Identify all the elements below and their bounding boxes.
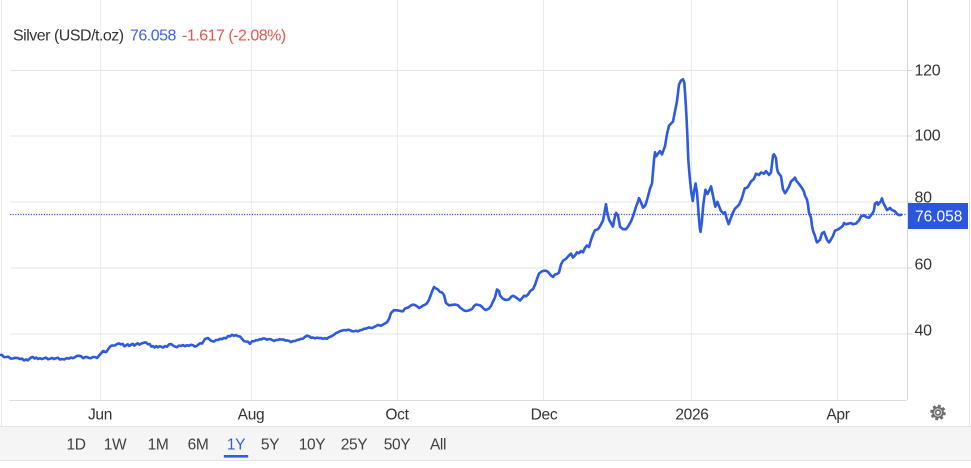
svg-text:100: 100 (915, 128, 941, 145)
svg-text:50Y: 50Y (384, 437, 410, 454)
svg-text:Oct: Oct (385, 407, 409, 424)
svg-text:Dec: Dec (531, 407, 558, 424)
svg-text:60: 60 (915, 257, 933, 274)
svg-text:120: 120 (915, 63, 941, 80)
svg-text:1D: 1D (66, 437, 85, 454)
svg-text:Silver (USD/t.oz): Silver (USD/t.oz) (13, 28, 124, 45)
svg-text:76.058: 76.058 (130, 28, 177, 45)
svg-text:-1.617 (-2.08%): -1.617 (-2.08%) (182, 28, 286, 45)
svg-text:76.058: 76.058 (915, 209, 962, 226)
svg-text:40: 40 (915, 322, 933, 339)
svg-text:Apr: Apr (826, 407, 849, 424)
svg-text:25Y: 25Y (341, 437, 367, 454)
svg-text:6M: 6M (188, 437, 209, 454)
svg-text:All: All (430, 437, 446, 454)
svg-text:1Y: 1Y (227, 437, 245, 454)
svg-text:2026: 2026 (675, 407, 708, 424)
svg-text:1M: 1M (148, 437, 169, 454)
svg-text:Aug: Aug (238, 407, 265, 424)
svg-text:80: 80 (915, 190, 933, 207)
svg-text:1W: 1W (104, 437, 127, 454)
svg-text:10Y: 10Y (299, 437, 325, 454)
svg-text:Jun: Jun (88, 407, 112, 424)
svg-text:5Y: 5Y (261, 437, 279, 454)
